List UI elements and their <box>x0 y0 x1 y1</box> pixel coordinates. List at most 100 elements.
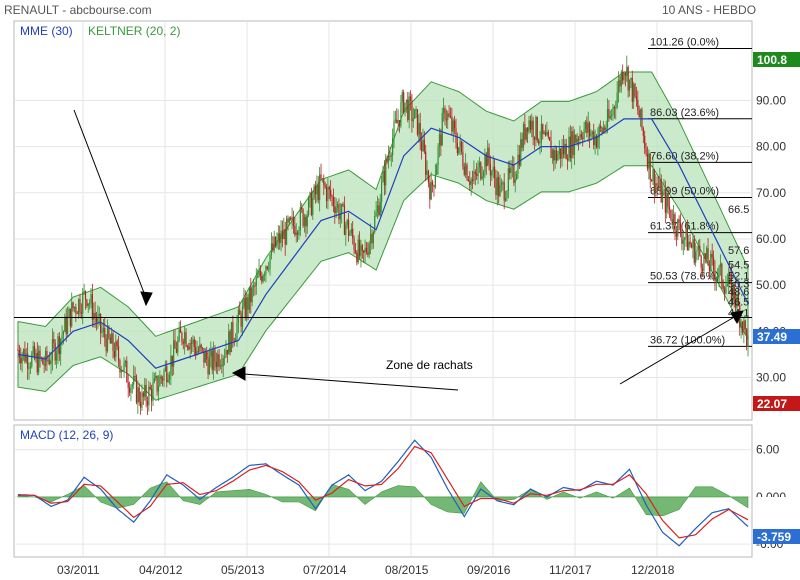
candle-body <box>171 355 173 367</box>
candle-body <box>232 322 234 341</box>
candle-body <box>210 350 212 357</box>
candle-body <box>339 213 341 220</box>
candle-body <box>653 169 655 193</box>
candle-body <box>32 345 34 355</box>
candle-body <box>368 243 370 255</box>
candle-body <box>222 358 224 367</box>
candle-body <box>102 328 104 332</box>
candle-body <box>292 216 295 226</box>
candle-body <box>728 275 730 285</box>
candle-body <box>646 153 649 169</box>
candle-body <box>678 219 680 223</box>
candle-body <box>335 207 337 214</box>
legend-macd: MACD (12, 26, 9) <box>20 428 113 442</box>
badge-high: 100.8 <box>757 53 787 67</box>
candle-body <box>452 120 454 132</box>
candle-body <box>527 127 529 132</box>
price-y-tick: 60.00 <box>756 232 786 246</box>
candle-body <box>356 252 358 263</box>
candle-body <box>580 134 582 138</box>
candle-body <box>226 349 228 355</box>
candle-body <box>208 356 211 375</box>
candle-body <box>397 120 399 124</box>
right-level-label: 66.5 <box>728 204 749 216</box>
candle-body <box>699 245 701 256</box>
candle-body <box>80 312 82 314</box>
mme-line <box>17 118 749 369</box>
candle-body <box>608 109 610 119</box>
candle-body <box>276 239 278 247</box>
macd-histogram <box>17 481 749 517</box>
candle-body <box>488 147 490 164</box>
candle-body <box>566 159 569 161</box>
candle-body <box>363 250 365 253</box>
candle-body <box>116 341 118 347</box>
candle-body <box>538 140 540 144</box>
candle-body <box>112 333 114 351</box>
candle-body <box>250 287 252 303</box>
candle-body <box>124 360 127 363</box>
candle-body <box>167 379 169 383</box>
candle-body <box>586 121 588 133</box>
candle-body <box>87 303 89 306</box>
candle-body <box>531 120 533 130</box>
candle-body <box>403 92 405 113</box>
candle-body <box>285 218 288 245</box>
candle-body <box>273 236 275 251</box>
candle-body <box>704 253 706 259</box>
candle-body <box>470 179 472 185</box>
candle-body <box>712 257 715 271</box>
candle-body <box>334 205 336 214</box>
candle-body <box>721 263 723 285</box>
candle-body <box>671 219 673 225</box>
candle-body <box>109 337 111 344</box>
candle-body <box>601 127 603 133</box>
candle-body <box>419 123 421 142</box>
candle-body <box>605 127 607 130</box>
candle-body <box>190 342 193 344</box>
candle-body <box>546 131 548 136</box>
signal-line <box>18 445 749 539</box>
chart-period: 10 ANS - HEBDO <box>662 3 756 17</box>
right-level-label: 48.6 <box>728 287 749 299</box>
candle-body <box>493 166 496 179</box>
candle-body <box>221 365 223 367</box>
candle-body <box>248 287 250 310</box>
candle-body <box>415 109 417 111</box>
candle-body <box>649 153 651 180</box>
candle-body <box>594 135 596 146</box>
badge-last-bg <box>753 329 800 344</box>
fib-label: 36.72 (100.0%) <box>650 334 725 346</box>
candle-body <box>244 298 246 318</box>
candle-body <box>476 173 478 177</box>
candle-body <box>263 274 266 276</box>
candle-body <box>105 338 107 352</box>
candle-body <box>268 268 270 270</box>
candle-body <box>123 362 125 372</box>
candle-body <box>101 331 103 333</box>
candle-body <box>141 392 143 408</box>
candle-body <box>162 378 164 381</box>
candle-body <box>542 123 544 134</box>
candle-body <box>324 185 326 188</box>
candle-body <box>386 158 388 162</box>
price-y-tick: 50.00 <box>756 278 786 292</box>
candle-body <box>330 189 332 197</box>
candle-body <box>427 170 430 183</box>
candle-body <box>189 342 191 350</box>
candle-body <box>185 332 187 347</box>
candle-body <box>638 110 640 118</box>
candle-body <box>327 187 329 201</box>
candle-body <box>78 299 80 315</box>
candle-body <box>529 120 531 130</box>
candle-body <box>288 217 290 223</box>
candle-body <box>347 219 350 236</box>
candle-body <box>358 239 361 257</box>
candle-body <box>737 294 739 306</box>
candle-body <box>568 136 570 161</box>
candle-body <box>319 174 321 201</box>
candle-body <box>294 225 296 235</box>
candle-body <box>367 252 369 255</box>
candle-body <box>66 316 69 334</box>
candle-body <box>219 365 222 367</box>
